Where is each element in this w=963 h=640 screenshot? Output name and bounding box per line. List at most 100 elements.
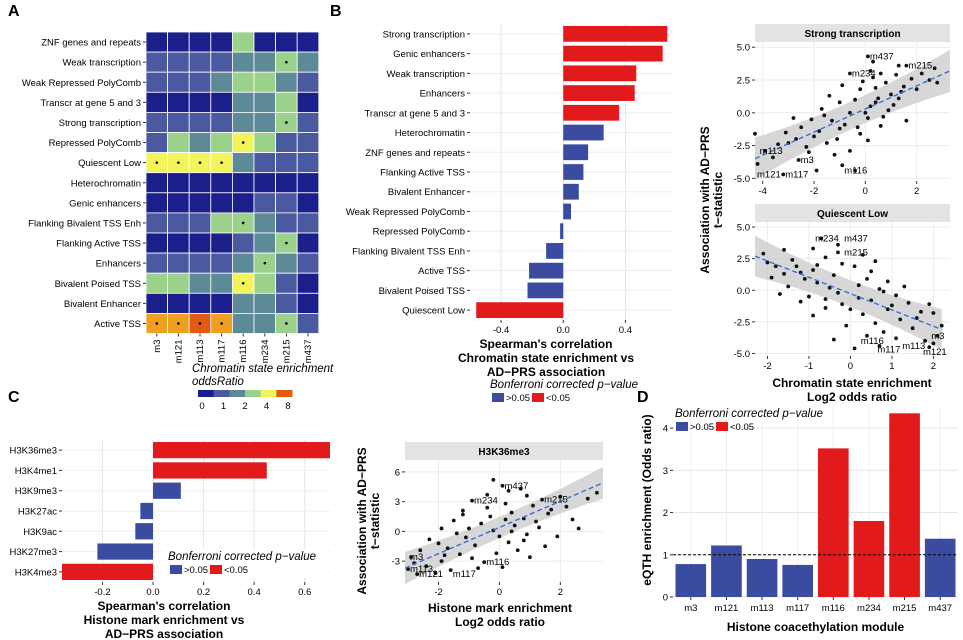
bar	[546, 243, 564, 259]
scatter-point	[503, 517, 508, 522]
y-tick-label: 5.0	[737, 43, 750, 54]
legend-gradient-step	[245, 390, 262, 397]
scatter-point	[791, 116, 796, 120]
heatmap-cell	[253, 312, 277, 334]
scatter-point	[894, 72, 899, 77]
heatmap-cell	[145, 292, 169, 314]
scatter-point	[500, 565, 505, 570]
scatter-point	[464, 535, 468, 540]
heatmap-cell	[167, 292, 190, 314]
scatter-point	[549, 507, 554, 512]
heatmap-cell	[210, 212, 233, 234]
scatter-point	[889, 92, 893, 97]
facet-title: Quiescent Low	[817, 209, 888, 220]
heatmap-cell	[210, 51, 233, 73]
point-label: m3	[931, 331, 944, 342]
scatter-point	[509, 510, 514, 515]
scatter-point	[807, 294, 811, 299]
scatter-point	[488, 514, 493, 519]
heatmap-cell	[145, 172, 169, 194]
significance-dot	[220, 161, 223, 164]
scatter-point	[871, 75, 875, 80]
scatter-point	[537, 525, 541, 530]
scatter-point	[836, 290, 840, 295]
significance-dot	[198, 322, 202, 325]
y-tick-label: 4	[663, 424, 668, 435]
scatter-point	[442, 553, 447, 558]
x-tick-label: 0.4	[248, 587, 261, 598]
category-label: Flanking Active TSS	[380, 168, 465, 179]
scatter-point	[515, 548, 520, 553]
heatmap-row-label: Flanking Active TSS	[56, 239, 141, 250]
heatmap-cell	[296, 51, 320, 73]
scatter-point	[840, 83, 845, 88]
y-axis-title: Association with AD−PRS	[698, 126, 712, 273]
scatter-point	[524, 532, 529, 537]
scatter-point	[873, 85, 878, 90]
scatter-point	[763, 148, 768, 153]
bar	[140, 502, 154, 520]
heatmap-cell	[275, 272, 298, 294]
scatter-point	[877, 343, 882, 348]
point-label: m121	[419, 569, 443, 580]
category-label: Bivalent Poised TSS	[379, 286, 465, 297]
x-tick-label: m215	[893, 603, 917, 614]
bar	[746, 559, 778, 597]
scatter-point	[898, 317, 903, 322]
heatmap-row-label: Bivalent Enhancer	[64, 299, 141, 310]
scatter-point	[814, 168, 819, 173]
heatmap-cell	[145, 252, 169, 274]
scatter-point	[540, 497, 544, 502]
point-label: m117	[877, 345, 900, 356]
scatter-point	[894, 336, 898, 341]
scatter-point	[863, 110, 868, 115]
category-label: H3K9ac	[23, 527, 57, 538]
category-label: Flanking Bivalent TSS Enh	[352, 246, 465, 257]
heatmap-cell	[167, 192, 190, 214]
y-tick-label: 1	[663, 550, 668, 561]
panel-label-b: B	[330, 3, 342, 20]
scatter-point	[506, 488, 511, 493]
scatter-point	[815, 280, 820, 285]
heatmap-cell	[231, 31, 255, 53]
point-label: m116	[861, 336, 884, 347]
heatmap-cell	[296, 272, 320, 294]
legend-gradient-step	[213, 390, 230, 397]
scatter-point	[855, 125, 860, 130]
point-label: m113	[902, 341, 925, 352]
bar	[924, 538, 956, 597]
scatter-point	[811, 313, 815, 318]
heatmap-cell	[167, 232, 190, 254]
heatmap-cell	[275, 172, 298, 194]
scatter-point	[497, 534, 502, 539]
heatmap-cell	[188, 292, 212, 314]
heatmap-col-label: m437	[303, 340, 314, 364]
point-label: m215	[544, 495, 568, 506]
scatter-point	[454, 531, 459, 536]
scatter-point	[860, 312, 865, 317]
scatter-point	[837, 100, 842, 105]
scatter-point	[823, 255, 828, 260]
scatter-point	[894, 293, 898, 298]
scatter-point	[873, 321, 878, 326]
facet-strip	[405, 442, 603, 460]
heatmap-cell	[253, 31, 277, 53]
scatter-point	[503, 501, 508, 506]
category-label: Genic enhancers	[393, 49, 465, 60]
heatmap-cell	[253, 152, 277, 174]
heatmap-cell	[188, 132, 212, 154]
scatter-point	[853, 168, 857, 173]
scatter-point	[935, 333, 940, 338]
significance-dot	[285, 121, 288, 124]
heatmap-cell	[231, 192, 255, 214]
scatter-point	[914, 87, 919, 92]
scatter-point	[473, 543, 477, 548]
scatter-point	[518, 486, 523, 491]
heatmap-col-label: m234	[260, 340, 271, 364]
heatmap-cell	[210, 272, 233, 294]
legend-title: Bonferroni corrected p−value	[490, 379, 638, 391]
scatter-point	[848, 148, 852, 153]
scatter-point	[451, 518, 456, 523]
scatter-point	[881, 289, 886, 294]
heatmap-cell	[188, 112, 212, 133]
